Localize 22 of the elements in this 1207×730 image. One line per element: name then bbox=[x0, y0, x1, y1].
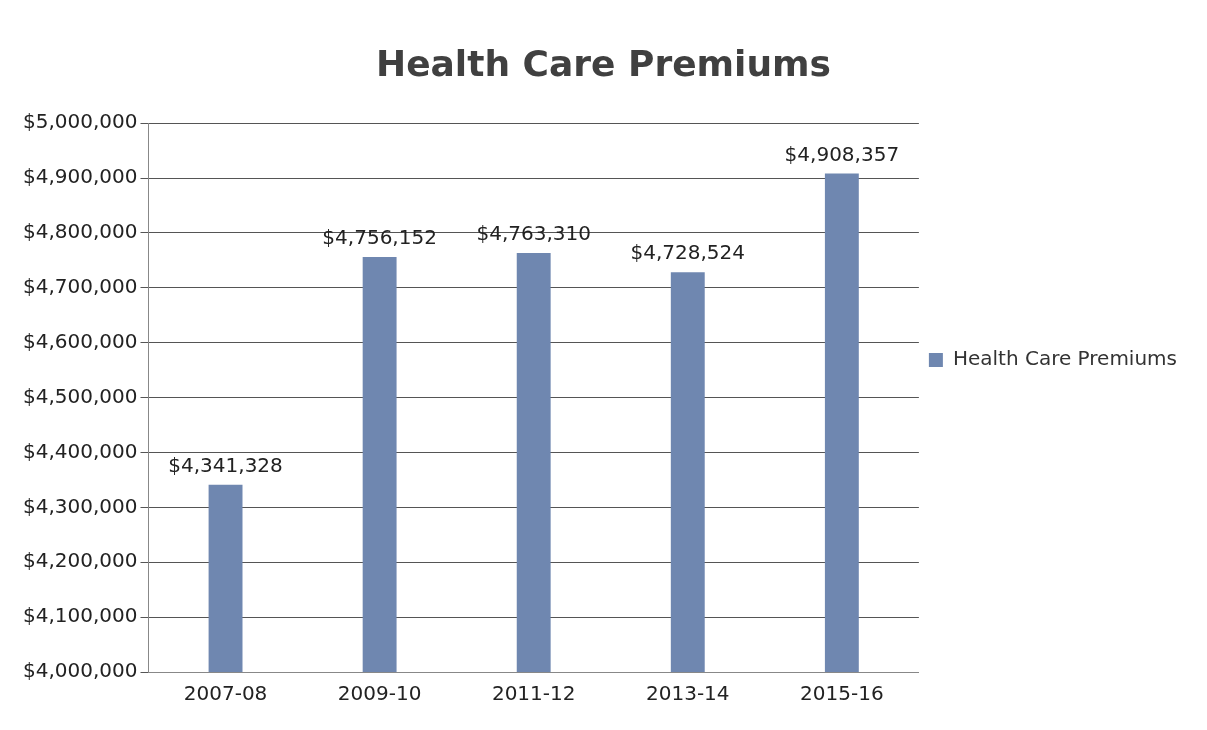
x-tick-label: 2009-10 bbox=[337, 681, 422, 706]
y-tick-label: $4,600,000 bbox=[23, 328, 138, 353]
y-tick-label: $4,200,000 bbox=[23, 548, 138, 573]
y-tick-label: $4,400,000 bbox=[23, 438, 138, 463]
y-tick-label: $4,000,000 bbox=[23, 658, 138, 683]
x-tick-label: 2011-12 bbox=[491, 681, 576, 706]
y-tick-label: $4,500,000 bbox=[23, 383, 138, 408]
y-tick-label: $5,000,000 bbox=[23, 109, 138, 134]
y-tick-label: $4,900,000 bbox=[23, 164, 138, 189]
data-label: $4,756,152 bbox=[322, 225, 437, 250]
x-tick-label: 2013-14 bbox=[645, 681, 730, 706]
y-tick-label: $4,800,000 bbox=[23, 219, 138, 244]
y-tick-label: $4,300,000 bbox=[23, 493, 138, 518]
x-tick-label: 2015-16 bbox=[800, 681, 884, 706]
data-label: $4,908,357 bbox=[784, 141, 900, 166]
data-label: $4,728,524 bbox=[630, 240, 746, 265]
y-tick-label: $4,100,000 bbox=[23, 603, 138, 628]
chart-title: Health Care Premiums bbox=[376, 42, 831, 84]
legend-label: Health Care Premiums bbox=[952, 346, 1178, 371]
x-tick-label: 2007-08 bbox=[183, 681, 268, 706]
y-tick-label: $4,700,000 bbox=[23, 274, 138, 299]
data-label: $4,341,328 bbox=[168, 452, 283, 477]
